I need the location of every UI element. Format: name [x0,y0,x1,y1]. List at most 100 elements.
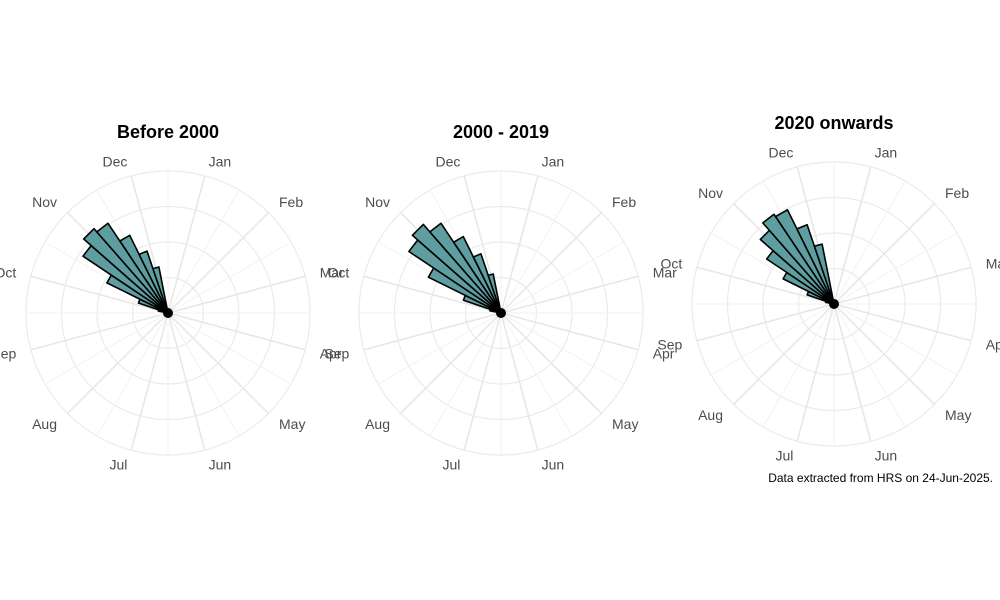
grid-spoke [833,166,872,305]
month-label: May [945,407,971,423]
grid-spoke [500,312,573,437]
caption: Data extracted from HRS on 24-Jun-2025. [768,471,993,485]
month-label: Apr [653,346,675,362]
grid-spoke [833,303,906,428]
month-label: Apr [986,337,1000,353]
month-label: Aug [698,407,723,423]
grid-spoke [363,312,502,351]
month-label: May [279,416,305,432]
grid-spoke [67,312,169,414]
month-label: Sep [657,337,682,353]
grid-spoke [44,312,169,385]
bars [408,222,502,314]
grid-spoke [833,303,958,376]
month-label: Feb [279,194,303,210]
month-label: Jul [775,448,793,464]
month-label: Apr [320,346,342,362]
bars [759,209,835,305]
bar [813,243,835,305]
panel-2: 2000 - 2019 Jan Feb Mar Apr May Jun Jul Aug Sep Oc… [324,122,677,473]
grid-spoke [463,312,502,451]
month-label: Mar [986,255,1000,271]
panel-title: Before 2000 [117,122,219,142]
month-label: Nov [698,185,723,201]
grid-spoke [167,312,306,351]
panel-1: Before 2000 Jan Feb Mar Apr May Jun Jul Aug Sep Oc… [0,122,344,473]
grid-spoke [130,312,169,451]
month-label: Jan [209,153,232,169]
grid-spoke [500,189,573,314]
grid-spoke [500,312,625,385]
panel-3: 2020 onwards Jan Feb Mar Apr May Jun Jul Aug Sep O… [657,113,1000,464]
grid-spoke [710,303,835,376]
month-label: May [612,416,638,432]
month-label: Oct [328,264,350,280]
month-label: Aug [365,416,390,432]
grid-spoke [696,303,835,342]
bars [82,222,169,314]
month-label: Dec [102,153,127,169]
grid-spoke [96,312,169,437]
center-hub [496,308,506,318]
month-label: Jun [209,457,232,473]
grid-spoke [167,312,292,385]
grid-spoke [167,275,306,314]
month-label: Feb [612,194,636,210]
month-label: Dec [768,144,793,160]
grid-spoke [833,232,958,305]
month-label: Sep [0,346,17,362]
grid-spoke [833,266,972,305]
grid-spoke [167,175,206,314]
month-label: Oct [0,264,16,280]
grid-spoke [377,312,502,385]
month-label: Nov [365,194,390,210]
grid-spoke [363,275,502,314]
month-label: Aug [32,416,57,432]
month-label: Oct [661,255,683,271]
grid-spoke [167,312,269,414]
panel-title: 2000 - 2019 [453,122,549,142]
grid-spoke [167,189,240,314]
month-label: Feb [945,185,969,201]
grid-spoke [796,303,835,442]
center-hub [829,299,839,309]
bar [487,273,502,314]
grid-spoke [167,312,240,437]
grid-spoke [500,175,539,314]
grid-spoke [833,180,906,305]
grid-spoke [500,312,539,451]
grid-spoke [167,241,292,314]
month-label: Nov [32,194,57,210]
bar [152,266,169,314]
grid-spoke [500,312,602,414]
month-label: Jun [875,448,898,464]
grid-spoke [762,303,835,428]
panels: Before 2000 Jan Feb Mar Apr May Jun Jul Aug Sep Oc… [0,113,1000,473]
month-label: Mar [320,264,344,280]
month-label: Jun [542,457,565,473]
grid-spoke [429,312,502,437]
bar [411,223,502,314]
month-label: Jul [109,457,127,473]
month-label: Jan [542,153,565,169]
grid-spoke [500,312,639,351]
grid-spoke [833,303,935,405]
panel-title: 2020 onwards [774,113,893,133]
month-label: Dec [435,153,460,169]
grid-spoke [500,212,602,314]
grid-spoke [833,303,872,442]
grid-spoke [30,275,169,314]
grid-spoke [500,241,625,314]
center-hub [163,308,173,318]
month-label: Jul [442,457,460,473]
month-label: Sep [324,346,349,362]
grid-spoke [696,266,835,305]
month-label: Mar [653,264,677,280]
grid-spoke [833,303,972,342]
grid-spoke [500,275,639,314]
grid-spoke [167,312,206,451]
grid-spoke [400,312,502,414]
month-label: Jan [875,144,898,160]
grid-spoke [733,303,835,405]
